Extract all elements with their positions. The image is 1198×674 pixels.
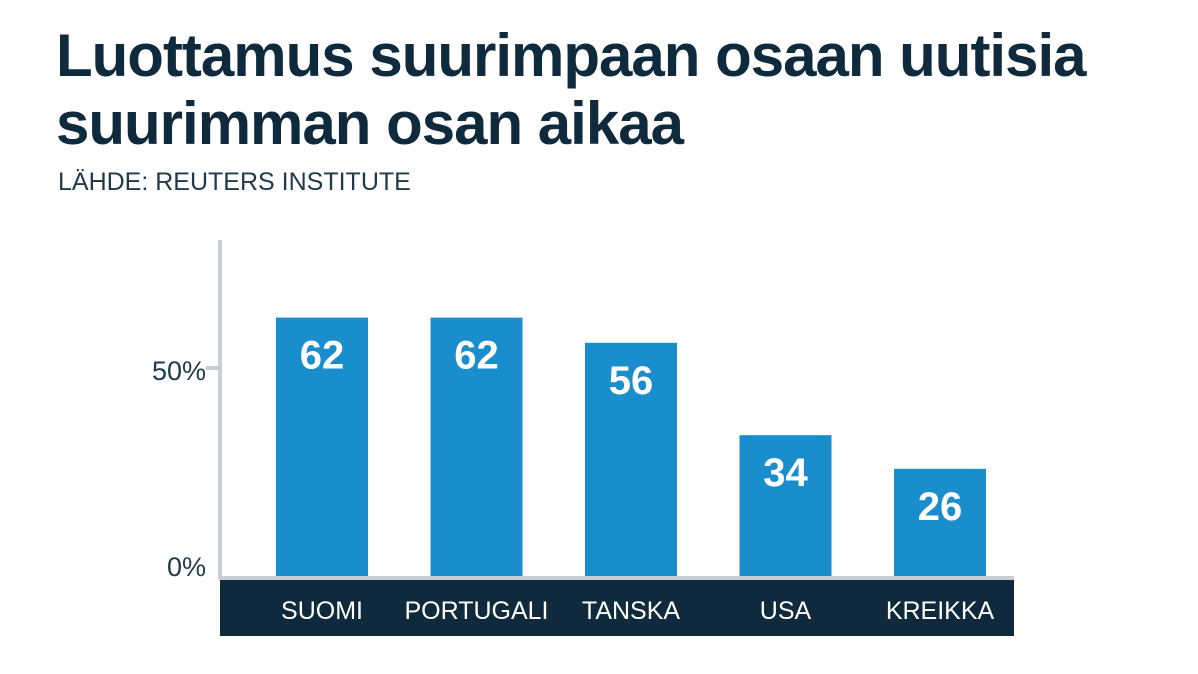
x-axis-band (220, 578, 1014, 636)
bar-value-label: 62 (300, 334, 345, 378)
bar-kreikka (894, 468, 986, 578)
chart-title-line-1: Luottamus suurimpaan osaan uutisia (56, 22, 1087, 89)
category-label: PORTUGALI (404, 597, 548, 625)
bar-value-label: 26 (918, 485, 963, 529)
bar-portugali (430, 317, 523, 578)
chart-title-line-2: suurimman osan aikaa (56, 90, 684, 157)
bar-suomi (276, 317, 368, 578)
y-tick-label: 0% (167, 552, 206, 582)
category-label: SUOMI (281, 597, 363, 625)
bar-value-label: 34 (763, 451, 808, 495)
bar-usa (739, 435, 832, 578)
category-label: TANSKA (582, 597, 680, 625)
category-label: USA (760, 597, 812, 625)
bar-tanska (585, 342, 677, 578)
y-tick-label: 50% (152, 356, 206, 386)
chart-title: Luottamus suurimpaan osaan uutisia suuri… (56, 22, 1176, 158)
bar-value-label: 56 (609, 359, 654, 403)
bar-value-label: 62 (454, 334, 499, 378)
category-label: KREIKKA (886, 597, 995, 625)
chart-source: LÄHDE: REUTERS INSTITUTE (58, 168, 411, 196)
